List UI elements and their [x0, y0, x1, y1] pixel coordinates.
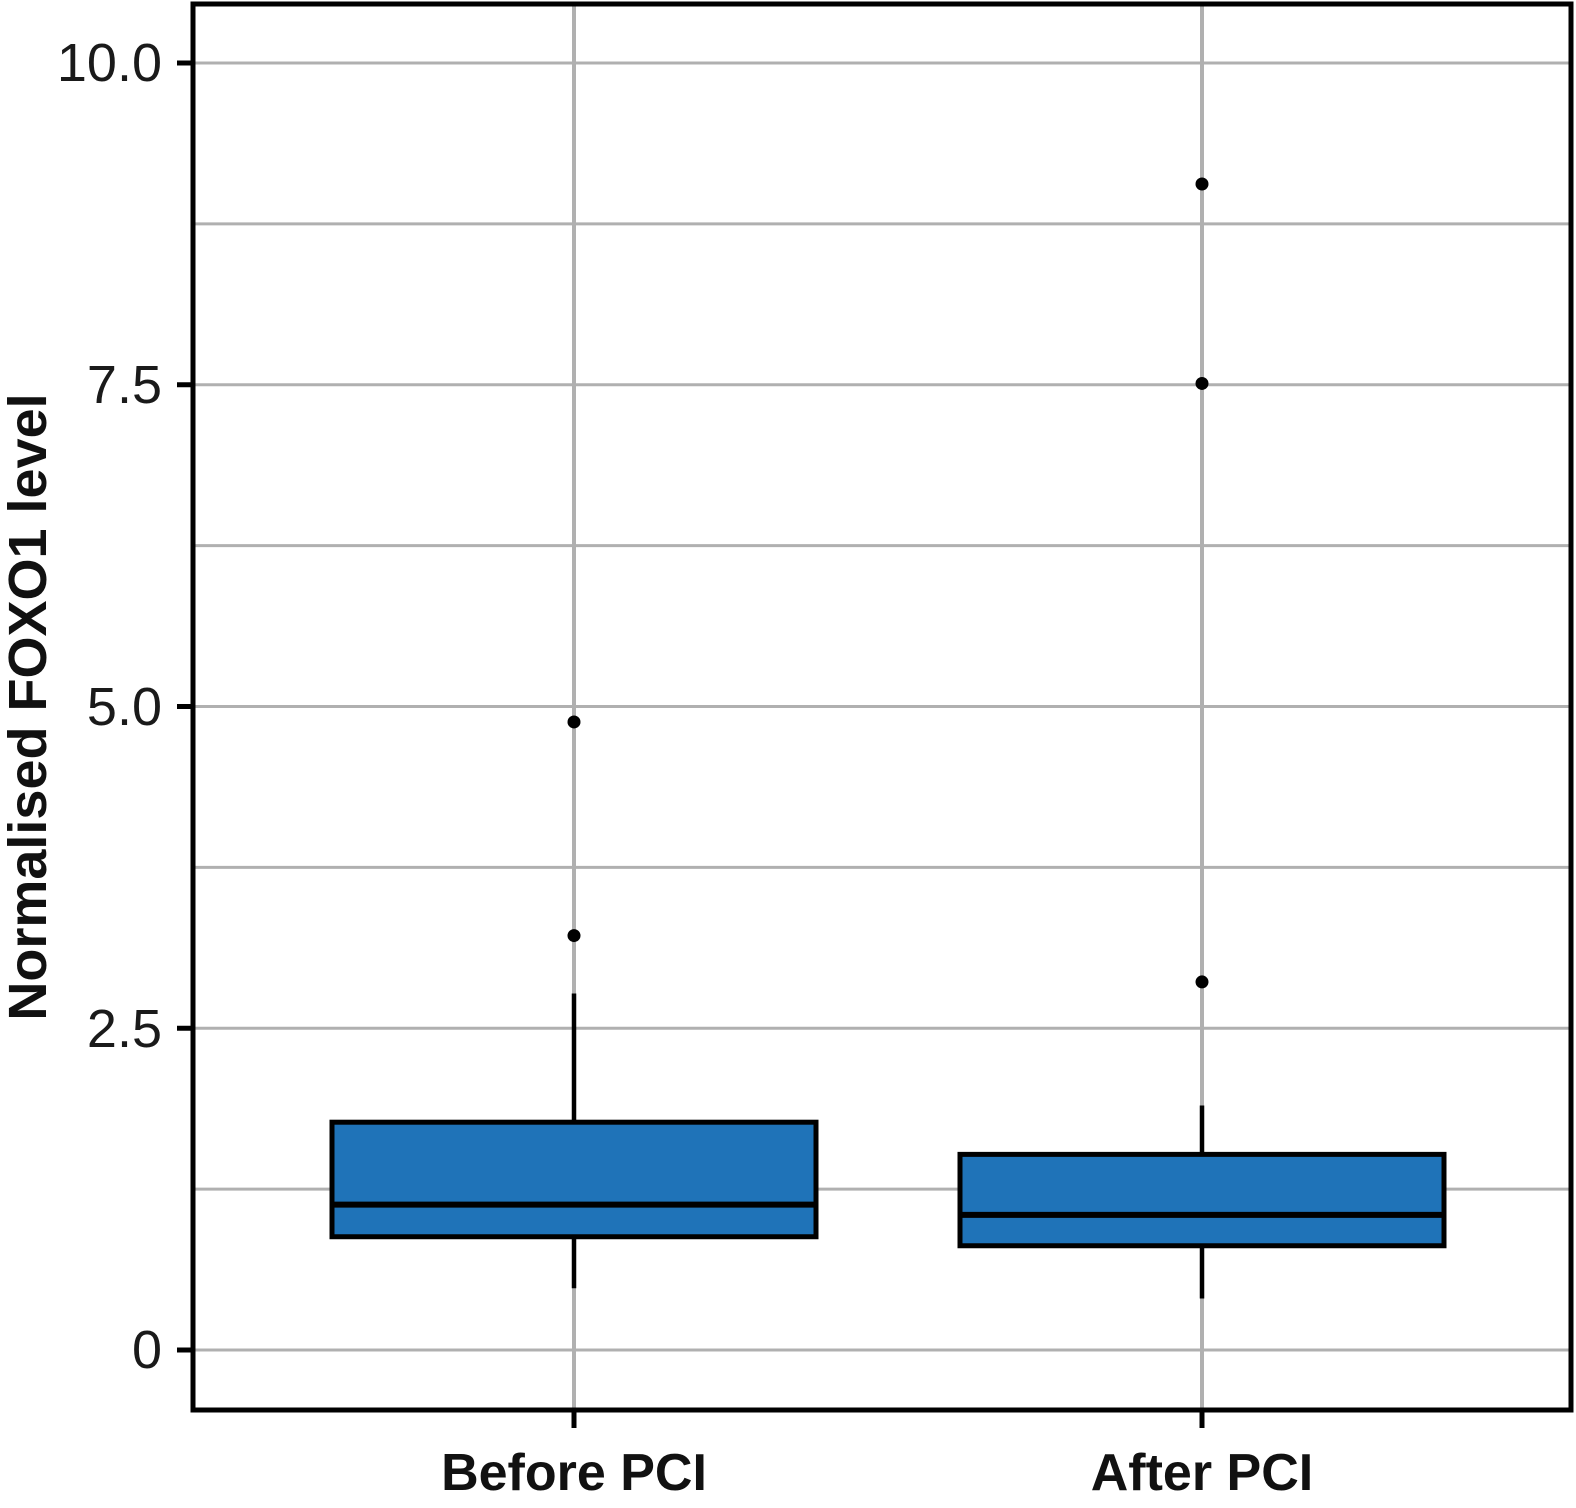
y-tick-label: 7.5 [86, 355, 162, 415]
y-tick-label: 0 [131, 1320, 162, 1380]
x-category-label-after-pci: After PCI [1090, 1444, 1314, 1502]
y-axis-title: Normalised FOXO1 level [0, 393, 58, 1021]
box-before-pci [329, 1119, 819, 1240]
y-tick-label: 2.5 [86, 999, 162, 1059]
box-after-pci [957, 1151, 1447, 1249]
outlier-point-after-pci [1195, 177, 1209, 191]
outlier-point-before-pci [567, 715, 581, 729]
outlier-point-after-pci [1195, 376, 1209, 390]
x-category-label-before-pci: Before PCI [441, 1444, 707, 1502]
y-tick-label: 5.0 [86, 677, 162, 737]
y-tick-label: 10.0 [56, 33, 162, 93]
outlier-point-before-pci [567, 929, 581, 943]
outlier-point-after-pci [1195, 975, 1209, 989]
